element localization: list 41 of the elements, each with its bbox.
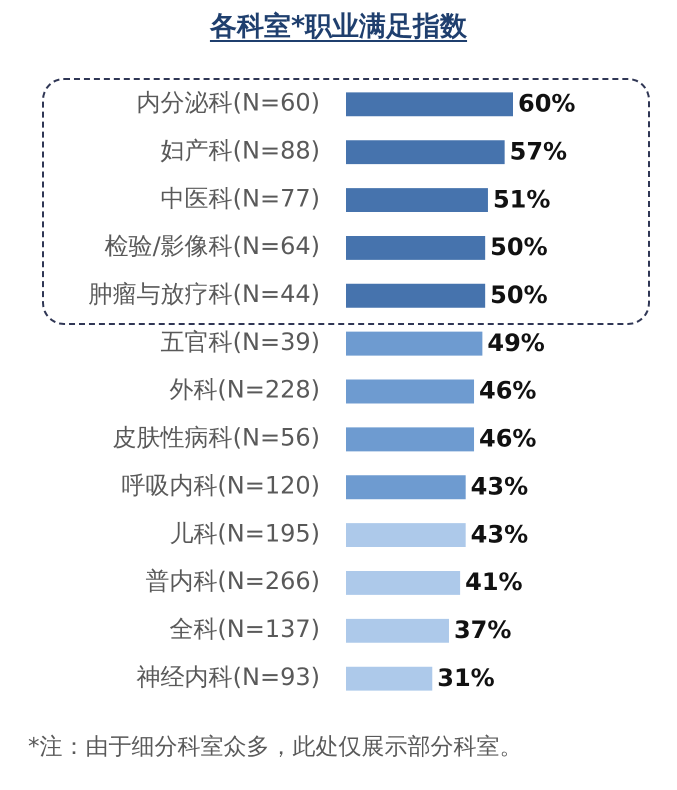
data-label: 50% — [490, 233, 548, 262]
data-label: 60% — [518, 90, 576, 118]
bar — [346, 236, 486, 260]
bar — [346, 188, 488, 212]
bar — [346, 666, 432, 691]
bar — [346, 570, 460, 595]
data-label: 37% — [454, 616, 512, 644]
bar — [346, 140, 505, 164]
data-label: 43% — [470, 520, 528, 548]
data-label: 41% — [465, 568, 523, 596]
y-tick-label: 儿科(N=195) — [169, 519, 320, 548]
data-label: 57% — [510, 137, 568, 166]
y-tick-label: 皮肤性病科(N=56) — [112, 424, 320, 452]
bar — [346, 92, 513, 116]
data-label: 46% — [479, 376, 536, 405]
y-tick-label: 普内科(N=266) — [145, 567, 320, 596]
y-tick-label: 检验/影像科(N=64) — [104, 232, 320, 260]
bar — [346, 427, 474, 452]
data-label: 49% — [487, 328, 545, 357]
data-label: 31% — [437, 664, 495, 692]
bar — [346, 523, 466, 548]
bar — [346, 618, 449, 643]
chart-title: 各科室*职业满足指数 — [210, 11, 468, 42]
y-tick-label: 外科(N=228) — [169, 376, 320, 404]
y-tick-label: 呼吸内科(N=120) — [121, 471, 320, 500]
data-label: 51% — [492, 185, 550, 214]
y-tick-label: 肿瘤与放疗科(N=44) — [88, 280, 320, 308]
y-tick-label: 神经内科(N=93) — [136, 662, 320, 691]
y-tick-label: 妇产科(N=88) — [160, 136, 320, 164]
y-tick-label: 全科(N=137) — [169, 615, 320, 644]
bar — [346, 332, 482, 356]
bar — [346, 380, 474, 404]
data-label: 46% — [479, 424, 536, 453]
data-label: 43% — [470, 472, 528, 500]
y-tick-label: 内分泌科(N=60) — [136, 88, 320, 117]
bar — [346, 475, 466, 500]
bar — [346, 284, 486, 308]
y-tick-label: 五官科(N=39) — [160, 328, 320, 356]
data-label: 50% — [490, 281, 548, 310]
y-tick-label: 中医科(N=77) — [160, 184, 320, 212]
text: *注：由于细分科室众多，此处仅展示部分科室。 — [28, 733, 522, 762]
